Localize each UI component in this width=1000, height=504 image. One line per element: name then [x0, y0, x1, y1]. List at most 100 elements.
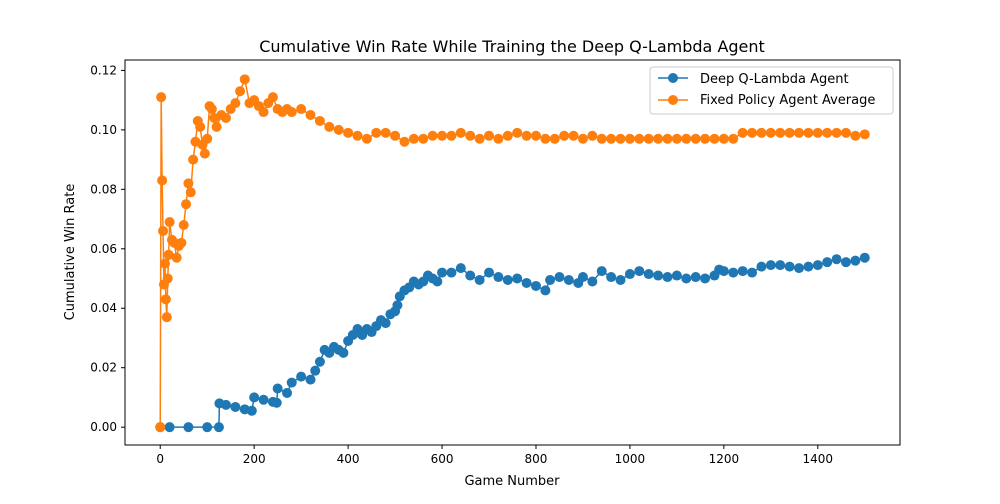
y-axis-ticks: 0.00 0.02 0.04 0.06 0.08 0.10 0.12 — [90, 63, 125, 434]
data-point — [747, 267, 758, 278]
data-point — [206, 104, 217, 115]
data-point — [512, 127, 523, 138]
data-point — [455, 263, 466, 274]
data-point — [671, 270, 682, 281]
data-point — [158, 225, 169, 236]
data-point — [775, 260, 786, 271]
data-point — [493, 272, 504, 283]
data-point — [850, 130, 861, 141]
data-point — [690, 133, 701, 144]
data-point — [521, 130, 532, 141]
data-point — [220, 112, 231, 123]
data-point — [220, 399, 231, 410]
data-point — [246, 405, 257, 416]
data-point — [333, 124, 344, 135]
x-tick-label: 800 — [525, 452, 548, 466]
data-point — [267, 92, 278, 103]
data-point — [282, 387, 293, 398]
data-point — [615, 275, 626, 285]
data-point — [718, 133, 729, 144]
data-point — [249, 392, 260, 403]
data-point — [399, 136, 410, 147]
data-point — [188, 154, 199, 165]
data-point — [822, 257, 833, 268]
data-point — [530, 280, 541, 291]
data-point — [540, 133, 551, 144]
data-point — [392, 300, 403, 311]
data-point — [606, 133, 617, 144]
data-point — [272, 383, 283, 394]
data-point — [160, 294, 171, 305]
x-tick-label: 200 — [243, 452, 266, 466]
data-point — [765, 260, 776, 271]
legend-marker-0 — [668, 73, 678, 83]
data-point — [831, 127, 842, 138]
data-point — [314, 356, 325, 367]
data-point — [427, 130, 438, 141]
chart-title: Cumulative Win Rate While Training the D… — [259, 37, 765, 56]
y-tick-label: 0.04 — [90, 301, 117, 315]
data-point — [831, 254, 842, 265]
data-point — [563, 275, 574, 285]
data-point — [271, 397, 282, 408]
data-point — [371, 127, 382, 138]
data-point — [840, 127, 851, 138]
data-point — [709, 133, 720, 144]
data-point — [671, 133, 682, 144]
data-point — [183, 422, 194, 433]
data-point — [390, 130, 401, 141]
data-point — [840, 257, 851, 268]
data-point — [540, 285, 551, 296]
data-point — [408, 133, 419, 144]
data-point — [803, 127, 814, 138]
data-point — [502, 130, 513, 141]
data-point — [230, 401, 241, 412]
data-point — [305, 374, 316, 385]
data-point — [577, 272, 588, 283]
x-tick-label: 400 — [337, 452, 360, 466]
data-point — [554, 272, 565, 283]
data-point — [718, 266, 729, 277]
data-point — [822, 127, 833, 138]
data-point — [747, 127, 758, 138]
data-point — [437, 267, 448, 278]
data-point — [437, 130, 448, 141]
data-point — [484, 267, 495, 278]
data-point — [159, 258, 170, 269]
data-point — [432, 276, 443, 287]
data-point — [258, 107, 269, 118]
x-tick-label: 1000 — [615, 452, 646, 466]
data-point — [235, 86, 246, 97]
data-point — [310, 365, 321, 376]
data-point — [202, 133, 213, 144]
data-point — [756, 261, 767, 272]
data-point — [700, 133, 711, 144]
data-point — [474, 133, 485, 144]
data-point — [286, 377, 297, 388]
y-tick-label: 0.08 — [90, 182, 117, 196]
data-point — [314, 115, 325, 126]
legend-frame — [649, 66, 894, 115]
data-point — [286, 107, 297, 118]
data-point — [446, 267, 457, 278]
data-point — [181, 199, 192, 210]
data-point — [162, 273, 173, 284]
data-point — [164, 217, 175, 228]
data-point — [568, 130, 579, 141]
data-point — [352, 130, 363, 141]
series-0 — [155, 252, 870, 433]
x-tick-label: 1400 — [803, 452, 834, 466]
data-point — [624, 269, 635, 280]
data-point — [700, 273, 711, 284]
data-point — [587, 130, 598, 141]
data-point — [258, 394, 269, 405]
data-point — [213, 422, 224, 433]
data-point — [195, 121, 206, 132]
data-point — [164, 422, 175, 433]
data-point — [784, 127, 795, 138]
y-tick-label: 0.12 — [90, 63, 117, 77]
legend: Deep Q-Lambda Agent Fixed Policy Agent A… — [649, 66, 894, 115]
data-point — [171, 252, 182, 263]
data-point — [681, 273, 692, 284]
